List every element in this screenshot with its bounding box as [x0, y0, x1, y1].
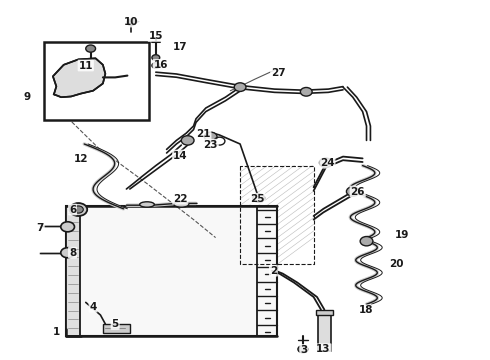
Text: 1: 1: [53, 327, 60, 337]
Text: 19: 19: [394, 230, 409, 240]
Bar: [44, 42, 149, 120]
Circle shape: [74, 206, 83, 213]
Circle shape: [61, 248, 74, 258]
Text: 22: 22: [173, 194, 188, 204]
Text: 10: 10: [124, 17, 139, 27]
Bar: [318, 313, 331, 351]
Text: 4: 4: [89, 302, 97, 312]
Text: 25: 25: [250, 194, 265, 204]
Text: 27: 27: [271, 68, 286, 78]
Text: 3: 3: [300, 345, 307, 355]
Circle shape: [253, 194, 265, 202]
Bar: [66, 206, 277, 336]
Text: 17: 17: [173, 42, 188, 52]
Text: 12: 12: [74, 154, 88, 164]
Bar: [316, 310, 333, 315]
Circle shape: [360, 237, 373, 246]
Circle shape: [70, 203, 87, 216]
Ellipse shape: [140, 202, 154, 207]
Text: 2: 2: [270, 266, 277, 276]
Circle shape: [181, 136, 194, 145]
Text: 23: 23: [203, 140, 218, 150]
Circle shape: [61, 222, 74, 232]
Circle shape: [86, 45, 96, 52]
Circle shape: [152, 55, 160, 60]
Text: 5: 5: [112, 319, 119, 329]
Ellipse shape: [174, 202, 189, 207]
Text: 11: 11: [78, 60, 93, 71]
Text: 14: 14: [173, 150, 188, 161]
Text: 9: 9: [24, 92, 30, 102]
Text: 8: 8: [69, 248, 76, 258]
Circle shape: [127, 19, 136, 26]
Text: 6: 6: [69, 204, 76, 215]
Text: 21: 21: [196, 129, 211, 139]
Circle shape: [298, 346, 308, 353]
Circle shape: [152, 63, 160, 68]
Text: 15: 15: [148, 31, 163, 41]
Text: 20: 20: [389, 258, 403, 269]
Circle shape: [300, 87, 312, 96]
Text: 13: 13: [316, 344, 331, 354]
Circle shape: [234, 83, 246, 91]
Text: 7: 7: [36, 222, 44, 233]
Circle shape: [204, 132, 217, 141]
Circle shape: [346, 187, 359, 196]
Text: 24: 24: [320, 158, 335, 168]
Text: 18: 18: [359, 305, 374, 315]
Polygon shape: [53, 58, 105, 97]
Text: 16: 16: [153, 60, 168, 70]
Circle shape: [319, 158, 332, 167]
Bar: [66, 206, 80, 336]
Bar: [103, 324, 130, 333]
Text: 26: 26: [350, 186, 365, 197]
